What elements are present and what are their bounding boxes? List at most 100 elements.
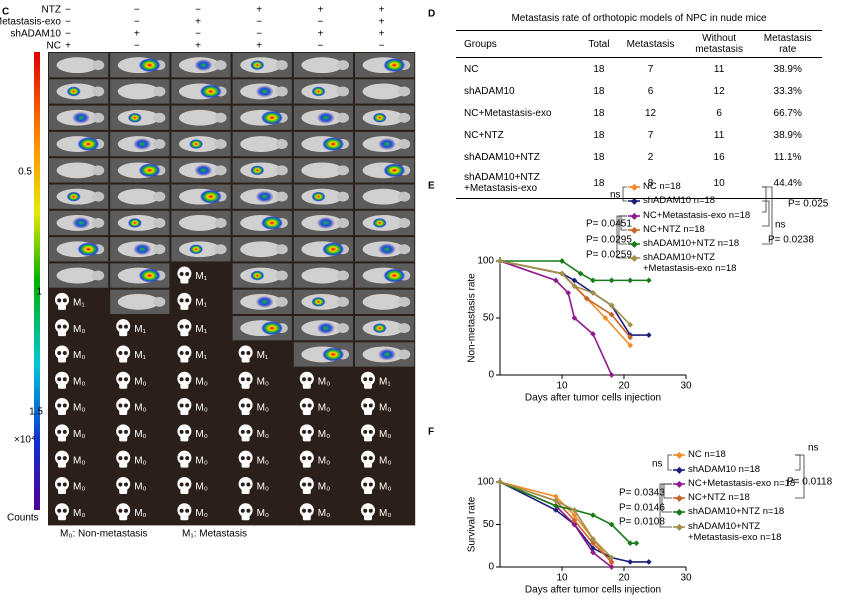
skull-jaw: [364, 382, 372, 389]
annotation: ns: [775, 220, 786, 231]
signal: [133, 243, 152, 256]
mouse-image: [232, 210, 292, 236]
skull-eye: [62, 324, 67, 329]
skull-eye: [62, 403, 67, 408]
signal: [378, 243, 397, 256]
skull-jaw: [119, 409, 128, 416]
treatment-sign: −: [134, 41, 140, 52]
metastasis-label: M₀: [318, 482, 330, 493]
skull: [55, 319, 69, 334]
table-cell: 10: [684, 168, 754, 199]
mouse-head: [153, 112, 166, 123]
series-line: [499, 260, 631, 326]
skull-icon: [116, 450, 131, 468]
series-line: [500, 260, 649, 282]
skull-eye: [363, 482, 368, 487]
mouse-head: [92, 270, 105, 281]
signal: [138, 58, 161, 73]
skull-eye: [368, 403, 373, 408]
skull: [177, 424, 192, 439]
skull-eye: [185, 324, 190, 329]
skull-eye: [124, 403, 128, 408]
skull-jaw: [364, 409, 372, 416]
table-cell: NC: [464, 63, 479, 75]
mouse-head: [214, 60, 227, 71]
y-tick-label: 50: [483, 519, 495, 530]
mouse-head: [275, 191, 288, 202]
metastasis-label: M₀: [195, 508, 207, 519]
treatment-sign: +: [379, 29, 385, 40]
y-axis-label: Survival rate: [467, 496, 478, 552]
mouse-body: [117, 188, 160, 205]
metastasis-label: M₀: [73, 482, 85, 493]
signal: [194, 164, 213, 177]
mouse-head: [398, 112, 411, 123]
mouse-body: [178, 215, 221, 231]
mouse-image: [49, 131, 109, 157]
series-line: [499, 260, 631, 338]
skull: [55, 450, 69, 465]
color-bar-unit: Counts: [7, 513, 39, 524]
color-bar-exponent: ×10⁴: [14, 435, 35, 446]
skull-icon: [238, 345, 253, 363]
mouse-head: [275, 165, 288, 176]
metastasis-label: M₁: [134, 350, 146, 361]
signal: [199, 189, 222, 204]
legend-text: shADAM10+NTZ +Metastasis-exo n=18: [688, 521, 782, 543]
mouse-head: [153, 139, 166, 150]
mouse-head: [398, 349, 411, 360]
mouse-head: [398, 323, 411, 334]
mouse-body: [362, 83, 405, 100]
mouse-image: [355, 184, 415, 209]
skull: [55, 345, 69, 360]
panel-label: E: [428, 181, 435, 192]
skull-jaw: [364, 514, 372, 521]
skull-icon: [299, 371, 314, 389]
skull-eye: [185, 482, 190, 487]
skull-icon: [299, 450, 314, 468]
signal: [250, 270, 265, 281]
skull-eye: [118, 456, 123, 461]
skull-jaw: [58, 514, 66, 521]
skull-eye: [118, 508, 123, 513]
skull-jaw: [241, 382, 250, 389]
table-cell: 33.3%: [773, 85, 802, 97]
mouse-image: [355, 131, 415, 157]
metastasis-label: M₀: [257, 403, 269, 414]
skull-eye: [368, 429, 373, 434]
skull-icon: [177, 319, 192, 337]
skull-eye: [307, 456, 312, 461]
skull: [55, 398, 69, 413]
metastasis-label: M₀: [379, 508, 391, 519]
skull-eye: [118, 482, 123, 487]
table-cell: 2: [647, 151, 654, 163]
metastasis-label: M₀: [73, 403, 85, 414]
skull: [238, 371, 253, 386]
table-row: NC 18 7 11 38.9%: [456, 58, 822, 81]
skull-jaw: [364, 461, 372, 468]
skull-jaw: [119, 514, 128, 521]
table-cell: shADAM10: [464, 85, 515, 97]
table-cell: shADAM10+NTZ +Metastasis-exo: [456, 168, 582, 199]
skull-icon: [177, 371, 192, 389]
mouse-image: [293, 105, 353, 130]
color-bar-tick: 1: [36, 287, 42, 298]
metastasis-label: M₁: [257, 350, 269, 361]
mouse-head: [336, 60, 349, 71]
skull-eye: [179, 403, 184, 408]
metastasis-label: M₀: [318, 508, 330, 519]
treatment-sign: −: [65, 17, 71, 28]
table-cell: 16: [713, 151, 725, 163]
signal: [250, 165, 265, 176]
x-tick-label: 20: [618, 573, 630, 584]
signal: [311, 86, 326, 97]
mouse-head: [214, 217, 227, 228]
skull-eye: [363, 456, 368, 461]
series-line: [499, 481, 613, 559]
mouse-image: [232, 316, 292, 341]
skull: [299, 476, 314, 491]
skull-eye: [62, 482, 67, 487]
treatment-sign: +: [379, 5, 385, 16]
skull-icon: [55, 371, 69, 389]
skull-eye: [307, 429, 312, 434]
